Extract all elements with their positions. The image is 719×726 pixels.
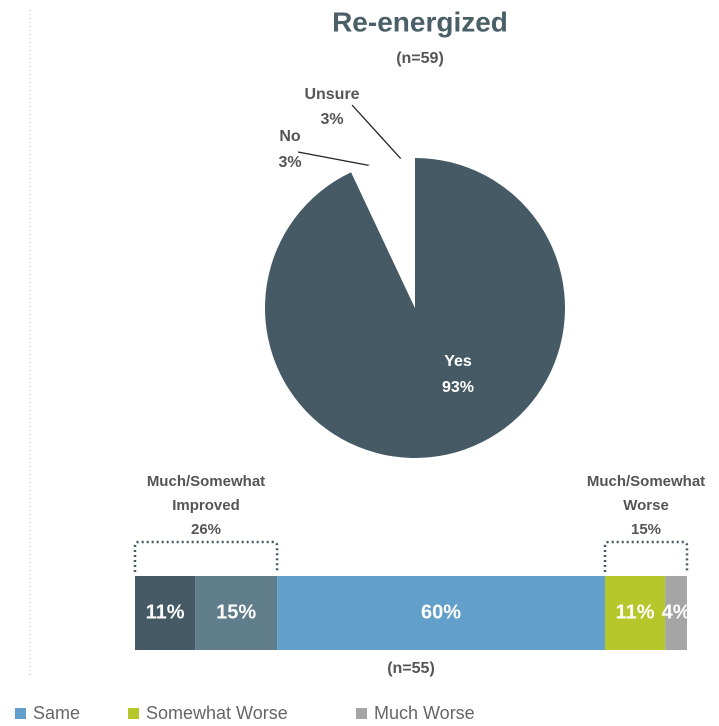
chart-subtitle: (n=59) (396, 50, 444, 67)
bar-value-label: 11% (616, 601, 655, 623)
legend-label: Much Worse (374, 703, 475, 723)
bar-segment (135, 576, 196, 650)
pie-slice (377, 158, 415, 308)
legend-swatch (128, 708, 139, 719)
slice-label: Unsure (304, 86, 359, 103)
bar-segment (665, 576, 687, 650)
slice-label: No (279, 128, 301, 145)
leader-line (297, 151, 373, 167)
bracket-label: Worse (623, 497, 669, 514)
bar-segment (605, 576, 666, 650)
bar-value-label: 4% (662, 601, 691, 623)
bar-subtitle: (n=55) (387, 660, 435, 677)
slice-value-label: 3% (320, 111, 343, 128)
bar-value-label: 60% (421, 601, 461, 623)
legend-label: Same (33, 703, 80, 723)
pie-slice (265, 158, 566, 458)
bracket-label: 26% (191, 521, 221, 538)
pie-slice (351, 162, 415, 308)
bracket-label: Improved (172, 497, 240, 514)
bar-value-label: 11% (146, 601, 185, 623)
bracket (603, 540, 689, 572)
bar-segment (277, 576, 606, 650)
bracket-label: Much/Somewhat (147, 473, 265, 490)
bracket-label: 15% (631, 521, 661, 538)
slice-label: Yes (444, 353, 472, 370)
legend-swatch (15, 708, 26, 719)
slice-value-label: 93% (442, 379, 474, 396)
legend-swatch (356, 708, 367, 719)
bar-segment (195, 576, 278, 650)
bracket (133, 540, 279, 572)
bracket-label: Much/Somewhat (587, 473, 705, 490)
chart-title: Re-energized (332, 6, 508, 37)
slice-value-label: 3% (278, 154, 301, 171)
leader-line (351, 104, 403, 161)
legend-label: Somewhat Worse (146, 703, 288, 723)
bar-value-label: 15% (216, 601, 256, 623)
